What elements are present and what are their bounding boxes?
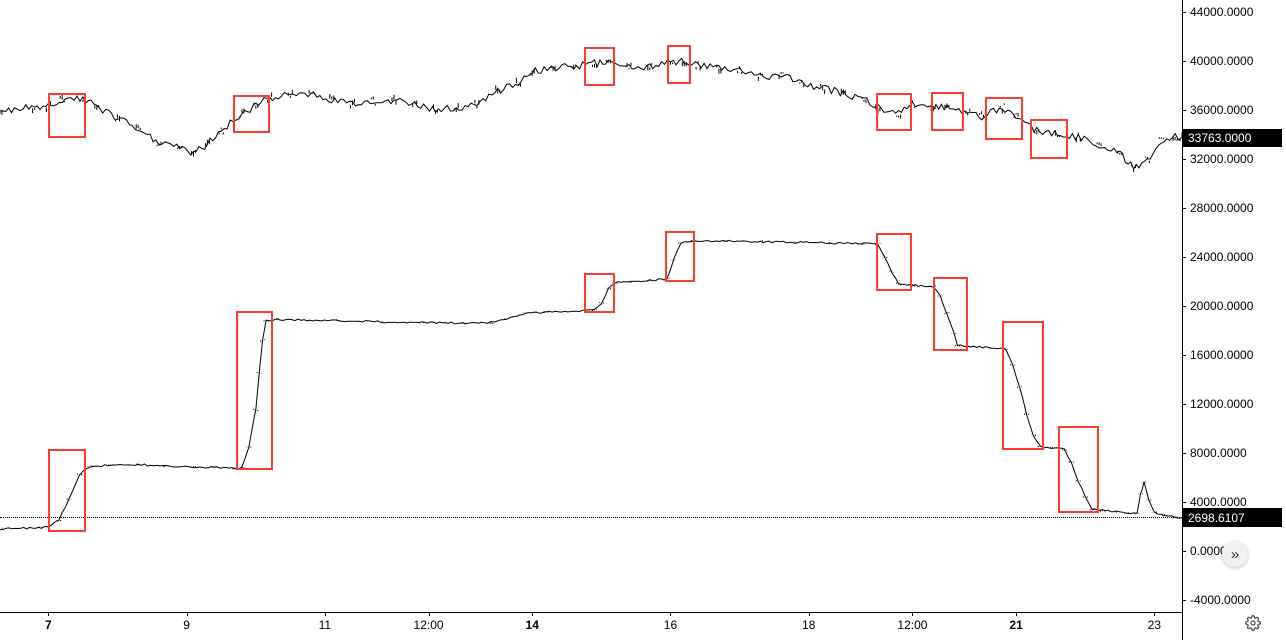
y-tick [1182, 355, 1186, 356]
y-tick-label: -4000.0000 [1190, 593, 1251, 607]
y-tick-label: 32000.0000 [1190, 152, 1253, 166]
highlight-box [1002, 321, 1043, 451]
highlight-box [48, 449, 86, 532]
highlight-box [667, 45, 691, 84]
x-tick-label: 11 [319, 618, 331, 632]
highlight-box [1030, 119, 1068, 159]
settings-button[interactable] [1242, 612, 1264, 634]
x-tick-label: 16 [664, 618, 677, 632]
highlight-box [876, 93, 913, 131]
x-axis[interactable]: 7 9 11 12:00 14 16 18 12:00 21 23 [0, 612, 1182, 640]
y-tick [1182, 306, 1186, 307]
y-tick-label: 12000.0000 [1190, 397, 1253, 411]
x-tick-label: 12:00 [414, 618, 444, 632]
highlight-box [584, 47, 615, 86]
y-tick-label: 16000.0000 [1190, 348, 1253, 362]
highlight-box [876, 233, 913, 292]
x-axis-line [0, 612, 1182, 613]
price-tag: 2698.6107 [1182, 509, 1282, 527]
x-tick-label: 21 [1009, 618, 1022, 632]
y-tick [1182, 110, 1186, 111]
x-tick-label: 7 [45, 618, 52, 632]
y-tick [1182, 159, 1186, 160]
x-tick-label: 9 [183, 618, 190, 632]
highlight-box [236, 311, 273, 470]
x-tick-label: 23 [1148, 618, 1161, 632]
x-tick-label: 12:00 [897, 618, 927, 632]
y-tick-label: 20000.0000 [1190, 299, 1253, 313]
highlight-box [1058, 426, 1099, 513]
x-tick [670, 612, 671, 616]
x-tick-label: 18 [802, 618, 815, 632]
gear-icon [1245, 615, 1261, 631]
x-tick [912, 612, 913, 616]
highlight-box [933, 277, 968, 352]
y-tick [1182, 600, 1186, 601]
y-axis-line [1182, 0, 1183, 640]
x-tick [48, 612, 49, 616]
y-tick-label: 36000.0000 [1190, 103, 1253, 117]
x-tick [809, 612, 810, 616]
y-tick [1182, 502, 1186, 503]
y-tick [1182, 453, 1186, 454]
y-tick [1182, 551, 1186, 552]
y-tick-label: 24000.0000 [1190, 250, 1253, 264]
highlight-box [931, 92, 964, 131]
highlight-box [665, 231, 695, 281]
highlight-box [584, 273, 615, 313]
y-tick-label: 40000.0000 [1190, 54, 1253, 68]
highlight-box [985, 97, 1023, 140]
highlight-box [48, 93, 86, 138]
plot-area[interactable] [0, 0, 1182, 612]
y-tick [1182, 12, 1186, 13]
y-tick [1182, 257, 1186, 258]
x-tick [1016, 612, 1017, 616]
y-tick-label: 4000.0000 [1190, 495, 1247, 509]
y-tick [1182, 404, 1186, 405]
y-tick-label: 28000.0000 [1190, 201, 1253, 215]
y-tick-label: 8000.0000 [1190, 446, 1247, 460]
y-tick [1182, 208, 1186, 209]
x-tick [325, 612, 326, 616]
x-tick [1154, 612, 1155, 616]
chart-root: 44000.0000 40000.0000 36000.0000 32000.0000… [0, 0, 1286, 640]
x-tick [187, 612, 188, 616]
highlight-box [233, 95, 270, 133]
y-tick [1182, 61, 1186, 62]
x-tick [532, 612, 533, 616]
price-tag: 33763.0000 [1182, 129, 1282, 147]
x-tick-label: 14 [526, 618, 539, 632]
x-tick [429, 612, 430, 616]
y-tick-label: 44000.0000 [1190, 5, 1253, 19]
